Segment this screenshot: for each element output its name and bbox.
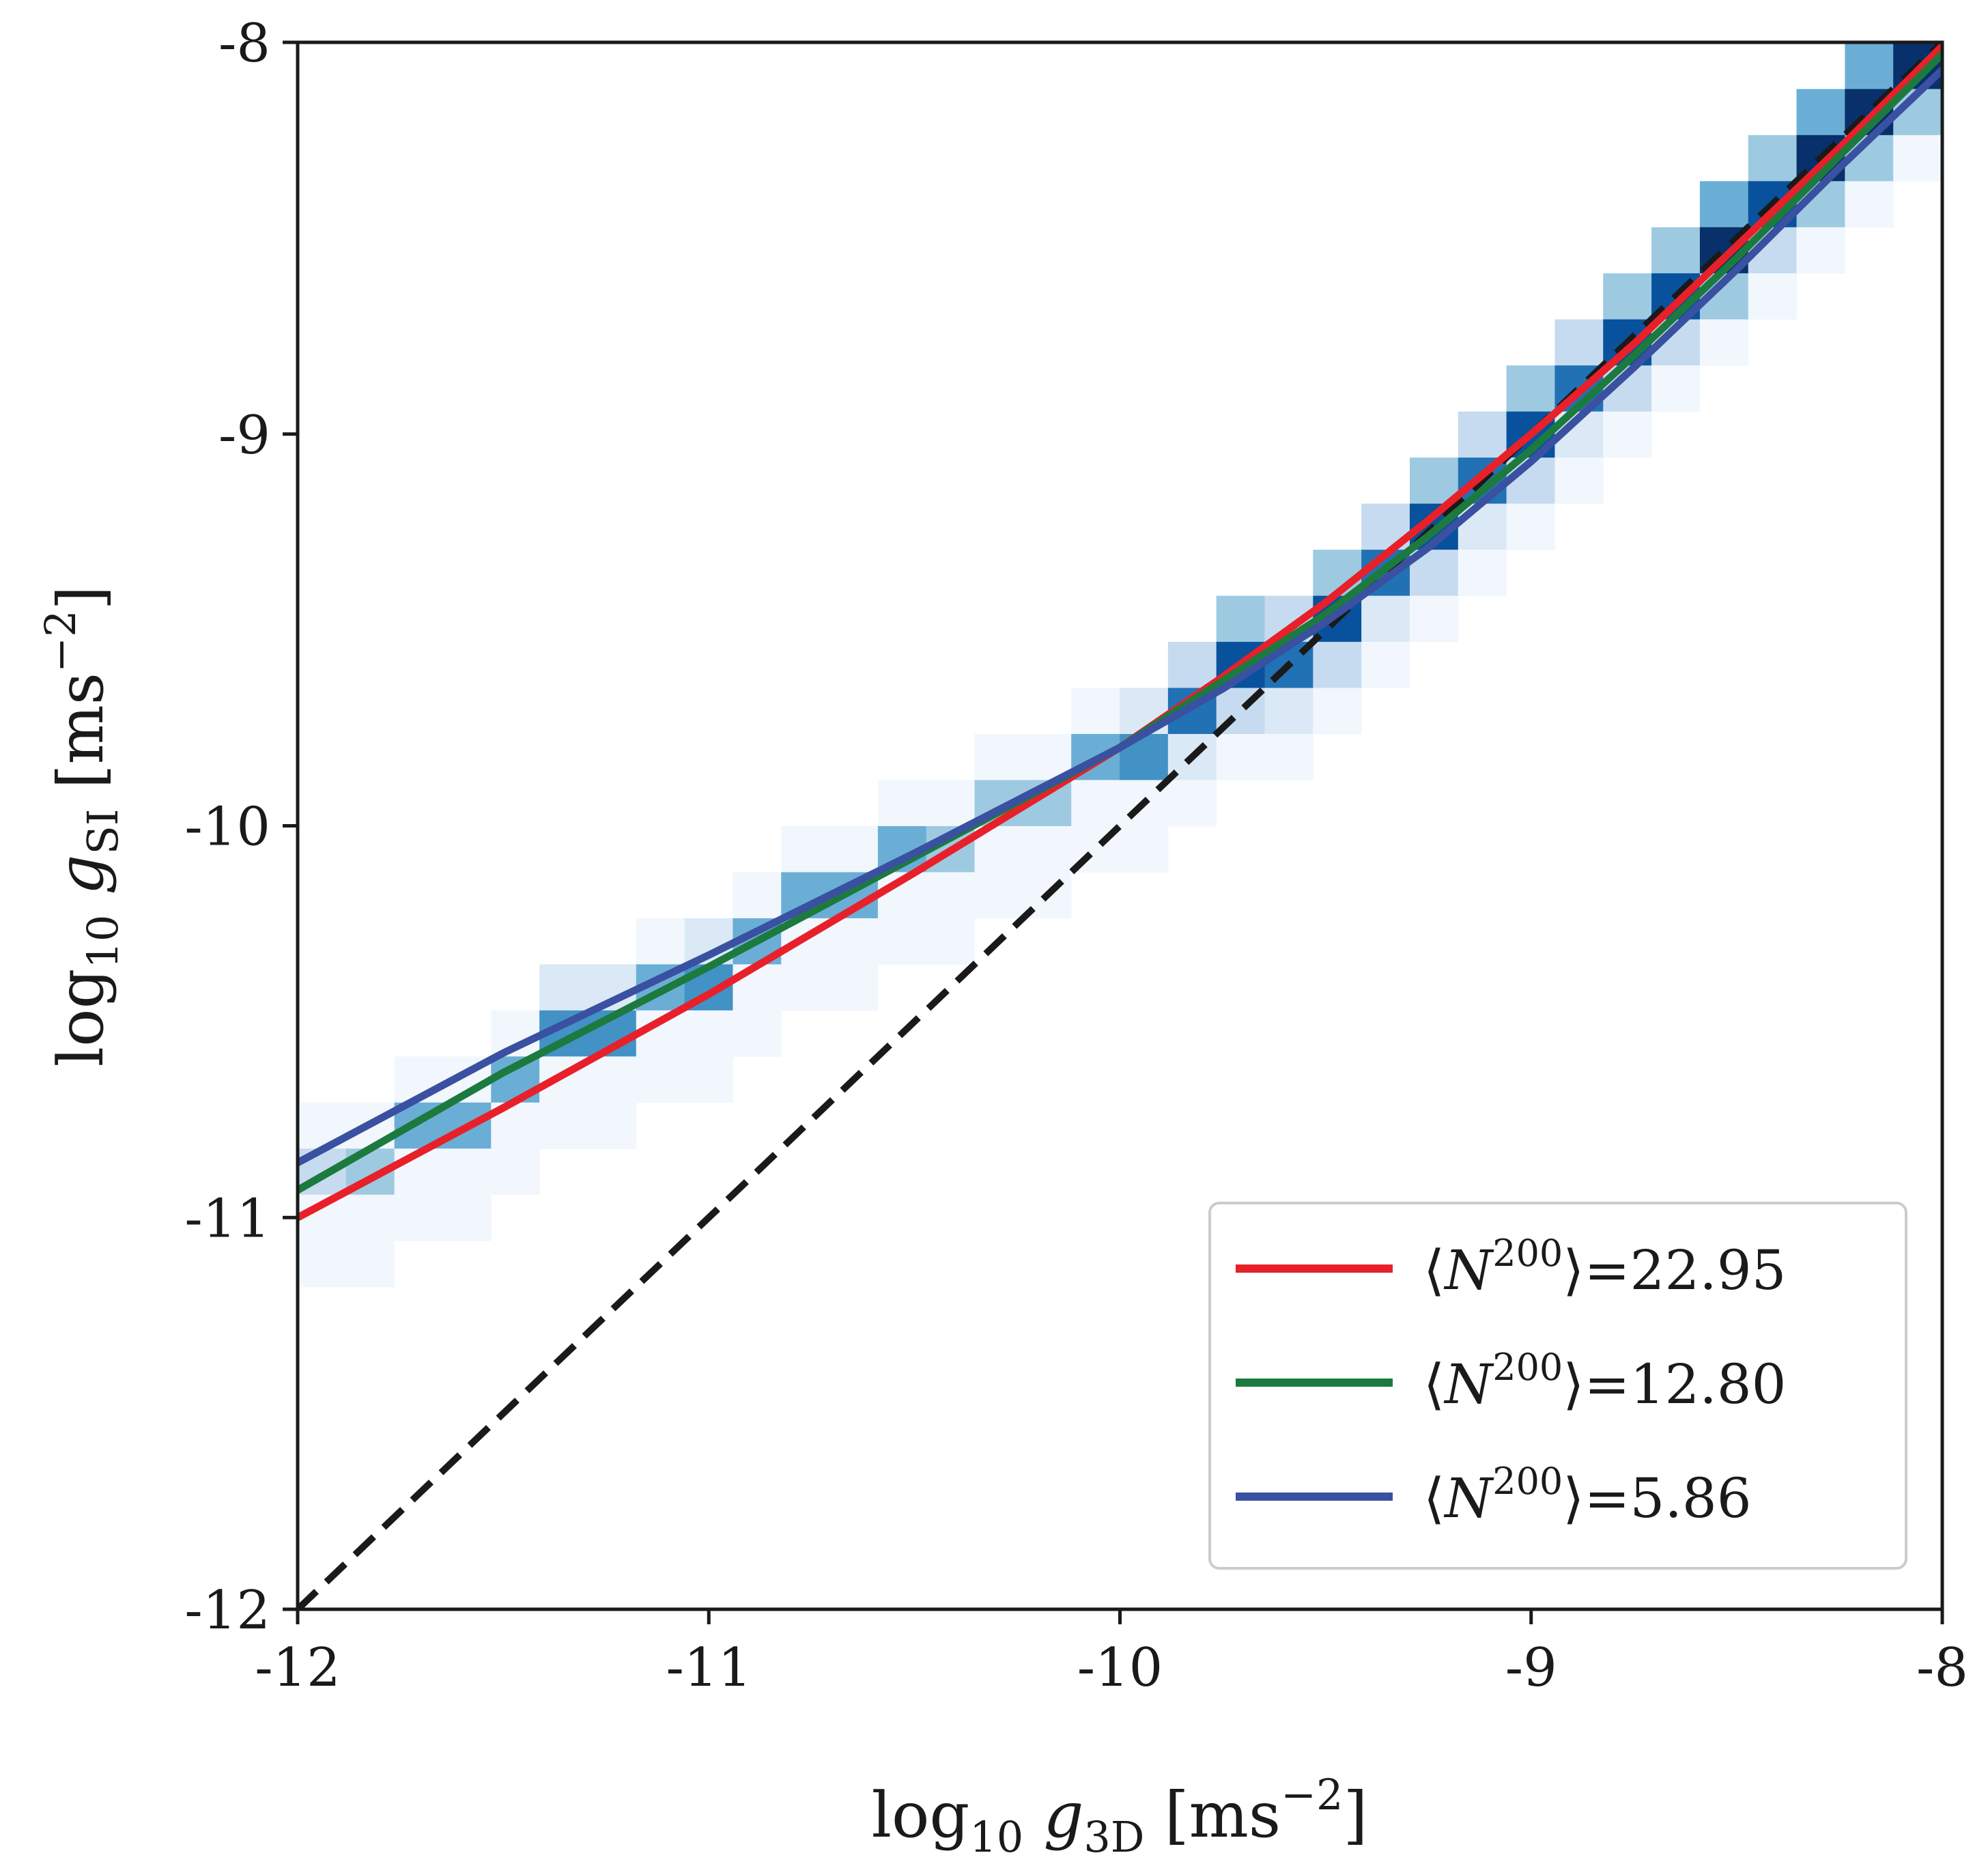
heatmap-cell [1893, 135, 1942, 182]
heatmap-cell [1845, 181, 1894, 228]
legend-label-22-95: ⟨N200⟩=22.95 [1423, 1232, 1787, 1302]
heatmap-cell [1699, 181, 1749, 228]
legend-box [1208, 1202, 1907, 1570]
heatmap-cell [1796, 227, 1845, 274]
heatmap-cell [1796, 89, 1845, 136]
heatmap-cell [1506, 365, 1555, 412]
heatmap-cell [781, 825, 830, 873]
heatmap-cell [1023, 825, 1072, 873]
heatmap-cell [1361, 642, 1410, 689]
heatmap-cell [1313, 642, 1362, 689]
heatmap-cell [974, 734, 1023, 780]
heatmap-cell [1845, 42, 1894, 89]
heatmap-cell [1216, 734, 1265, 780]
y-tick-label: -12 [184, 1580, 270, 1641]
heatmap-cell [733, 1010, 782, 1057]
heatmap-cell [1554, 457, 1604, 505]
heatmap-cell [1264, 734, 1314, 780]
heatmap-cell [1458, 503, 1507, 550]
heatmap-cell [926, 872, 976, 919]
y-axis-label: log10 gSI [ms−2] [36, 586, 128, 1067]
legend-label-12-80: ⟨N200⟩=12.80 [1423, 1346, 1787, 1416]
heatmap-cell [877, 918, 927, 965]
x-tick-label: -12 [255, 1637, 341, 1699]
heatmap-cell [1409, 457, 1459, 505]
heatmap-cell [1071, 688, 1120, 735]
heatmap-cell [345, 1194, 395, 1241]
heatmap-cell [1167, 642, 1217, 689]
x-axis-ticks: -12 -11 -10 -9 -8 [255, 1609, 1968, 1699]
heatmap-cell [877, 780, 927, 827]
heatmap-cell [1651, 227, 1701, 274]
heatmap-cell [684, 1010, 733, 1057]
y-tick-label: -9 [218, 405, 270, 466]
x-tick-label: -9 [1505, 1637, 1557, 1699]
heatmap-cell [491, 1148, 540, 1196]
heatmap-cell [1071, 780, 1120, 827]
x-axis-label: log10 g3D [ms−2] [872, 1770, 1368, 1862]
heatmap-cell [1216, 595, 1265, 642]
series-line-0 [298, 42, 1942, 1221]
legend: ⟨N200⟩=22.95 ⟨N200⟩=12.80 ⟨N200⟩=5.86 [1208, 1202, 1907, 1570]
heatmap-cell [1748, 273, 1798, 320]
heatmap-cell [733, 964, 782, 1011]
legend-label-5-86: ⟨N200⟩=5.86 [1423, 1460, 1752, 1530]
y-axis-ticks: -12 -11 -10 -9 -8 [184, 13, 298, 1641]
identity-line [298, 42, 1942, 1609]
heatmap-cell [1409, 595, 1459, 642]
heatmap [298, 42, 1942, 1288]
heatmap-cell [829, 964, 879, 1011]
heatmap-cell [733, 872, 782, 919]
heatmap-cell [1506, 503, 1555, 550]
heatmap-cell [298, 1241, 347, 1288]
heatmap-cell [442, 1148, 492, 1196]
heatmap-cell [829, 918, 879, 965]
heatmap-cell [539, 964, 588, 1011]
heatmap-cell [587, 1056, 637, 1103]
heatmap-cell [1458, 411, 1507, 458]
heatmap-cell [1167, 780, 1217, 827]
heatmap-cell [781, 964, 830, 1011]
series-lines [298, 42, 1942, 1221]
series-line-2 [298, 66, 1942, 1167]
heatmap-cell [394, 1194, 443, 1241]
heatmap-cell [926, 918, 976, 965]
x-tick-label: -11 [666, 1637, 752, 1699]
heatmap-cell [1361, 595, 1410, 642]
heatmap-cell [1603, 273, 1652, 320]
heatmap-cell [1264, 688, 1314, 735]
heatmap-cell [1554, 319, 1604, 366]
heatmap-cell [636, 918, 685, 965]
heatmap-cell [442, 1194, 492, 1241]
series-line-1 [298, 50, 1942, 1194]
y-tick-label: -8 [218, 13, 270, 74]
heatmap-cell [926, 780, 976, 827]
heatmap-cell [974, 872, 1023, 919]
heatmap-cell [829, 825, 879, 873]
heatmap-cell [636, 1056, 685, 1103]
y-tick-label: -10 [184, 797, 270, 858]
heatmap-cell [684, 1056, 733, 1103]
heatmap-cell [1313, 688, 1362, 735]
heatmap-cell [539, 1102, 588, 1149]
x-tick-label: -8 [1916, 1637, 1968, 1699]
y-tick-label: -11 [184, 1188, 270, 1249]
heatmap-cell [1120, 825, 1169, 873]
heatmap-cell [1699, 319, 1749, 366]
heatmap-cell [1748, 135, 1798, 182]
heatmap-cell [1651, 365, 1701, 412]
heatmap-cell [1458, 550, 1507, 597]
heatmap-cell [345, 1241, 395, 1288]
heatmap-cell [1603, 411, 1652, 458]
heatmap-cell [587, 1102, 637, 1149]
x-tick-label: -10 [1077, 1637, 1163, 1699]
